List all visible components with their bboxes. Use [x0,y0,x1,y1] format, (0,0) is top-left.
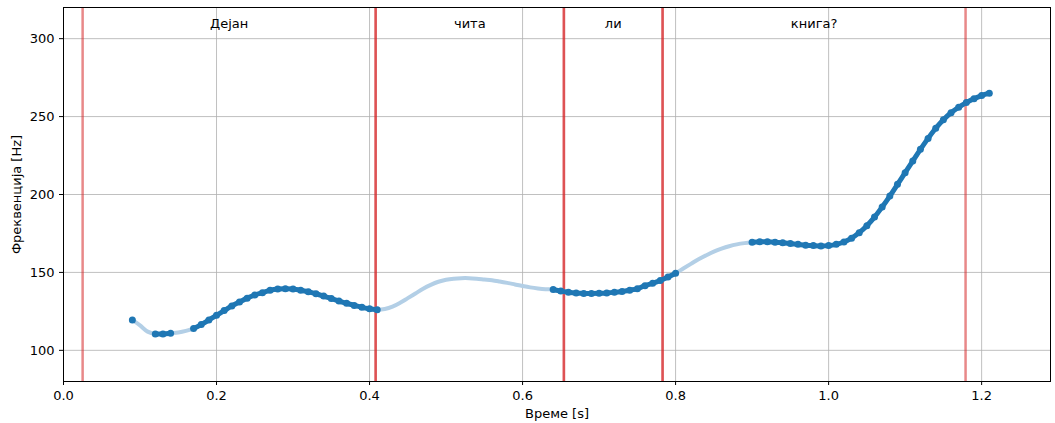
svg-text:Фреквенција [Hz]: Фреквенција [Hz] [9,135,24,254]
svg-text:100: 100 [30,342,55,357]
svg-text:0.6: 0.6 [512,388,533,403]
svg-text:300: 300 [30,31,55,46]
svg-text:чита: чита [454,16,486,31]
svg-text:0.4: 0.4 [359,388,380,403]
svg-text:150: 150 [30,265,55,280]
svg-text:Дејан: Дејан [210,16,248,31]
svg-text:Време [s]: Време [s] [525,406,589,421]
svg-text:200: 200 [30,187,55,202]
svg-text:1.0: 1.0 [818,388,839,403]
svg-text:0.8: 0.8 [665,388,686,403]
svg-text:ли: ли [605,16,622,31]
svg-text:250: 250 [30,109,55,124]
svg-text:книга?: книга? [791,16,838,31]
svg-text:1.2: 1.2 [971,388,992,403]
svg-text:0.0: 0.0 [53,388,74,403]
svg-text:0.2: 0.2 [206,388,227,403]
